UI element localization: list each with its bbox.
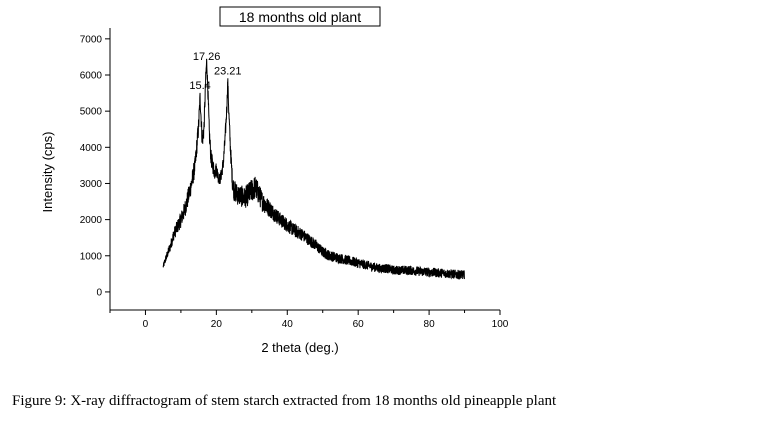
- y-tick-label: 2000: [80, 215, 103, 226]
- chart-title-box: [219, 6, 381, 27]
- y-ticks: 0 1000 2000 3000 4000 5000 6000 7000: [80, 34, 110, 298]
- y-tick-label: 0: [96, 287, 102, 298]
- x-tick-label: 40: [282, 319, 294, 330]
- peak-label: 17.26: [193, 51, 221, 63]
- chart-title: 18 months old plant: [239, 9, 361, 25]
- peak-annotations: 15.4 17.26 23.21: [189, 51, 241, 92]
- x-tick-label: 100: [492, 319, 509, 330]
- series-line: [162, 58, 465, 280]
- x-tick-label: 0: [143, 319, 149, 330]
- y-tick-label: 5000: [80, 107, 103, 118]
- xrd-chart: 18 months old plant 01000200030004000500…: [40, 6, 509, 355]
- peak-label: 23.21: [214, 66, 242, 78]
- peak-label: 15.4: [189, 80, 210, 92]
- y-tick-label: 1000: [80, 251, 103, 262]
- y-tick-label: 7000: [80, 34, 103, 45]
- figure-caption: Figure 9: X-ray diffractogram of stem st…: [12, 393, 557, 409]
- x-tick-label: 80: [424, 319, 436, 330]
- x-axis-title: 2 theta (deg.): [261, 340, 338, 355]
- y-tick-label: 3000: [80, 179, 103, 190]
- x-tick-label: 60: [353, 319, 365, 330]
- y-tick-label: 4000: [80, 143, 103, 154]
- y-tick-label: 6000: [80, 71, 103, 82]
- x-tick-label: 20: [211, 319, 223, 330]
- y-axis-title: Intensity (cps): [40, 132, 55, 213]
- x-ticks: 0 20 40 60 80 100: [109, 310, 509, 330]
